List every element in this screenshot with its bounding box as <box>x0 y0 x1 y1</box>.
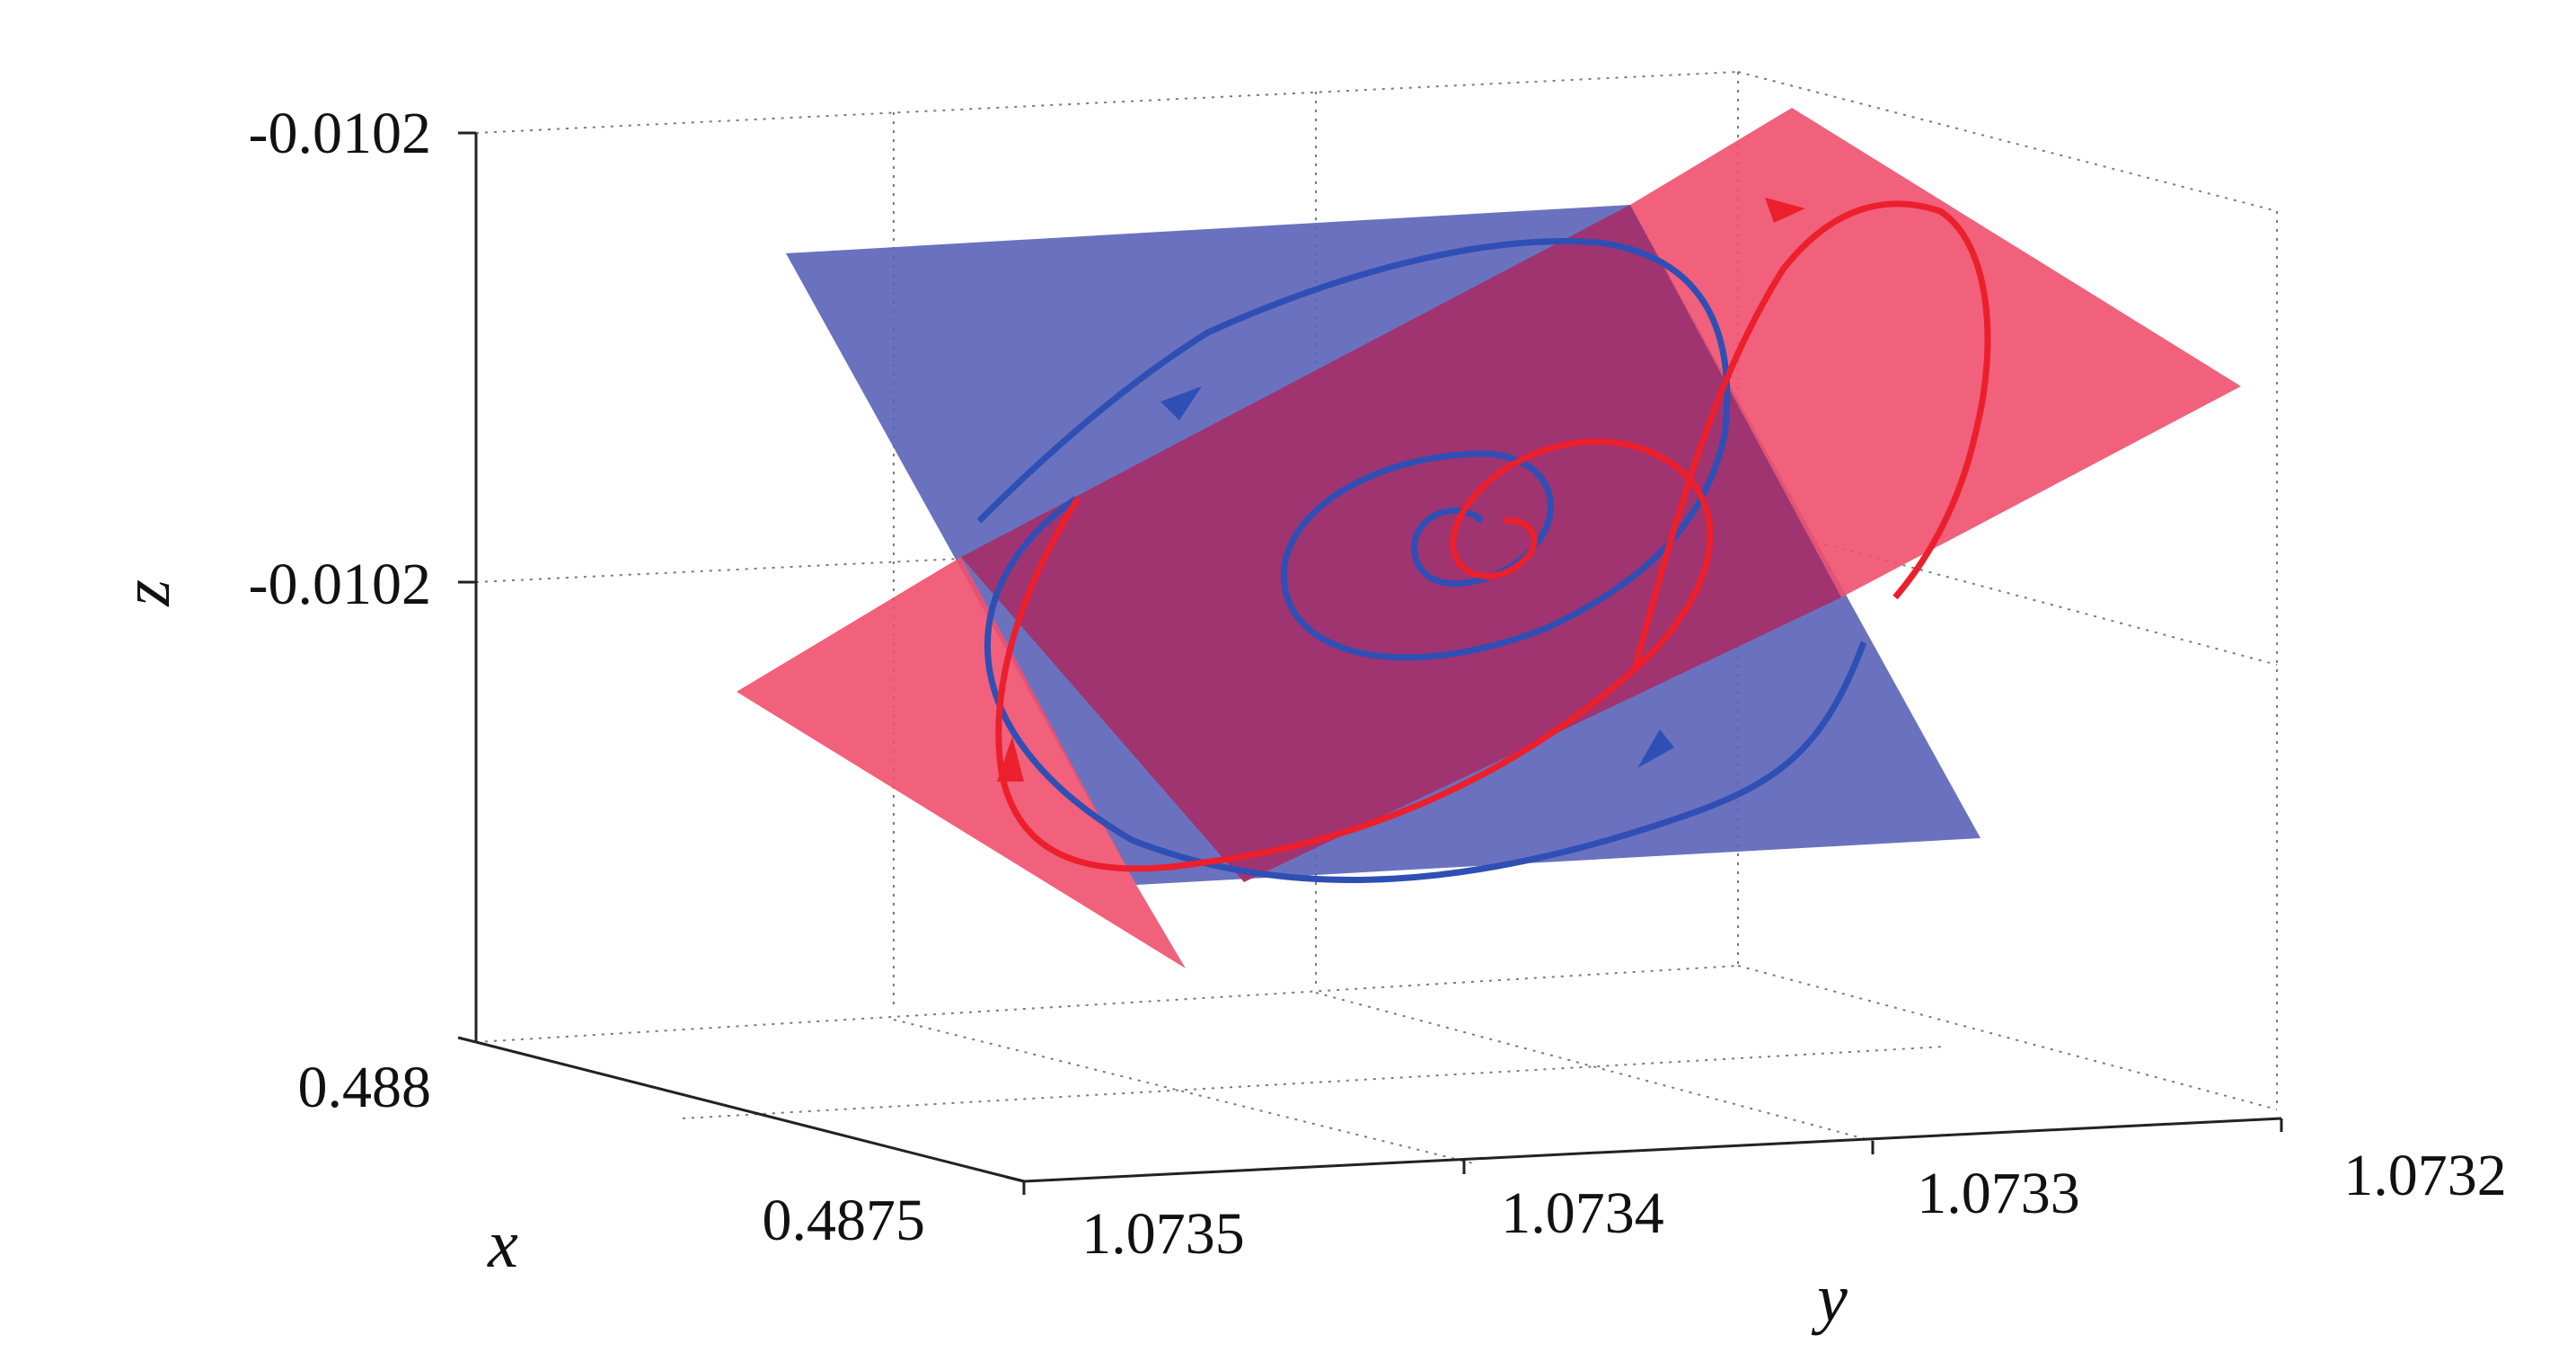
floor-y-line <box>682 1046 1945 1119</box>
x-tick-label-1: 0.488 <box>298 1055 432 1120</box>
back-wall-top <box>475 71 1739 134</box>
z-axis-label: z <box>109 579 184 607</box>
x-tick-label-2: 0.4875 <box>763 1188 926 1253</box>
floor-side <box>1737 965 2278 1110</box>
z-tick-label-top: -0.0102 <box>249 101 431 166</box>
x-axis-label: x <box>487 1206 518 1282</box>
blue-arrow-1 <box>1160 386 1202 420</box>
floor-back <box>475 965 1739 1043</box>
y-tick-label-2: 1.0734 <box>1501 1180 1664 1246</box>
red-arrow-1 <box>997 737 1024 782</box>
side-wall-mid <box>1737 520 2278 666</box>
z-tick-label-mid: -0.0102 <box>249 552 431 617</box>
floor-x-line-1 <box>893 1019 1474 1164</box>
red-plane-right <box>1630 108 2241 597</box>
axes <box>457 131 2283 1195</box>
y-tick-label-1: 1.0735 <box>1081 1201 1245 1267</box>
y-tick-label-4: 1.0732 <box>2343 1143 2507 1208</box>
floor-x-line-2 <box>1315 992 1874 1142</box>
red-arrow-2 <box>1765 198 1805 223</box>
red-plane-overlap <box>961 205 1841 882</box>
y-axis-line <box>1023 1117 2282 1183</box>
x-tick-1 <box>457 1036 477 1044</box>
y-axis-label: y <box>1811 1260 1848 1336</box>
red-plane-left <box>737 557 1186 968</box>
x-axis-line <box>475 1040 1025 1183</box>
blue-arrow-2 <box>1637 729 1674 768</box>
y-tick-label-3: 1.0733 <box>1917 1161 2080 1226</box>
x-tick-2 <box>1005 1175 1025 1183</box>
